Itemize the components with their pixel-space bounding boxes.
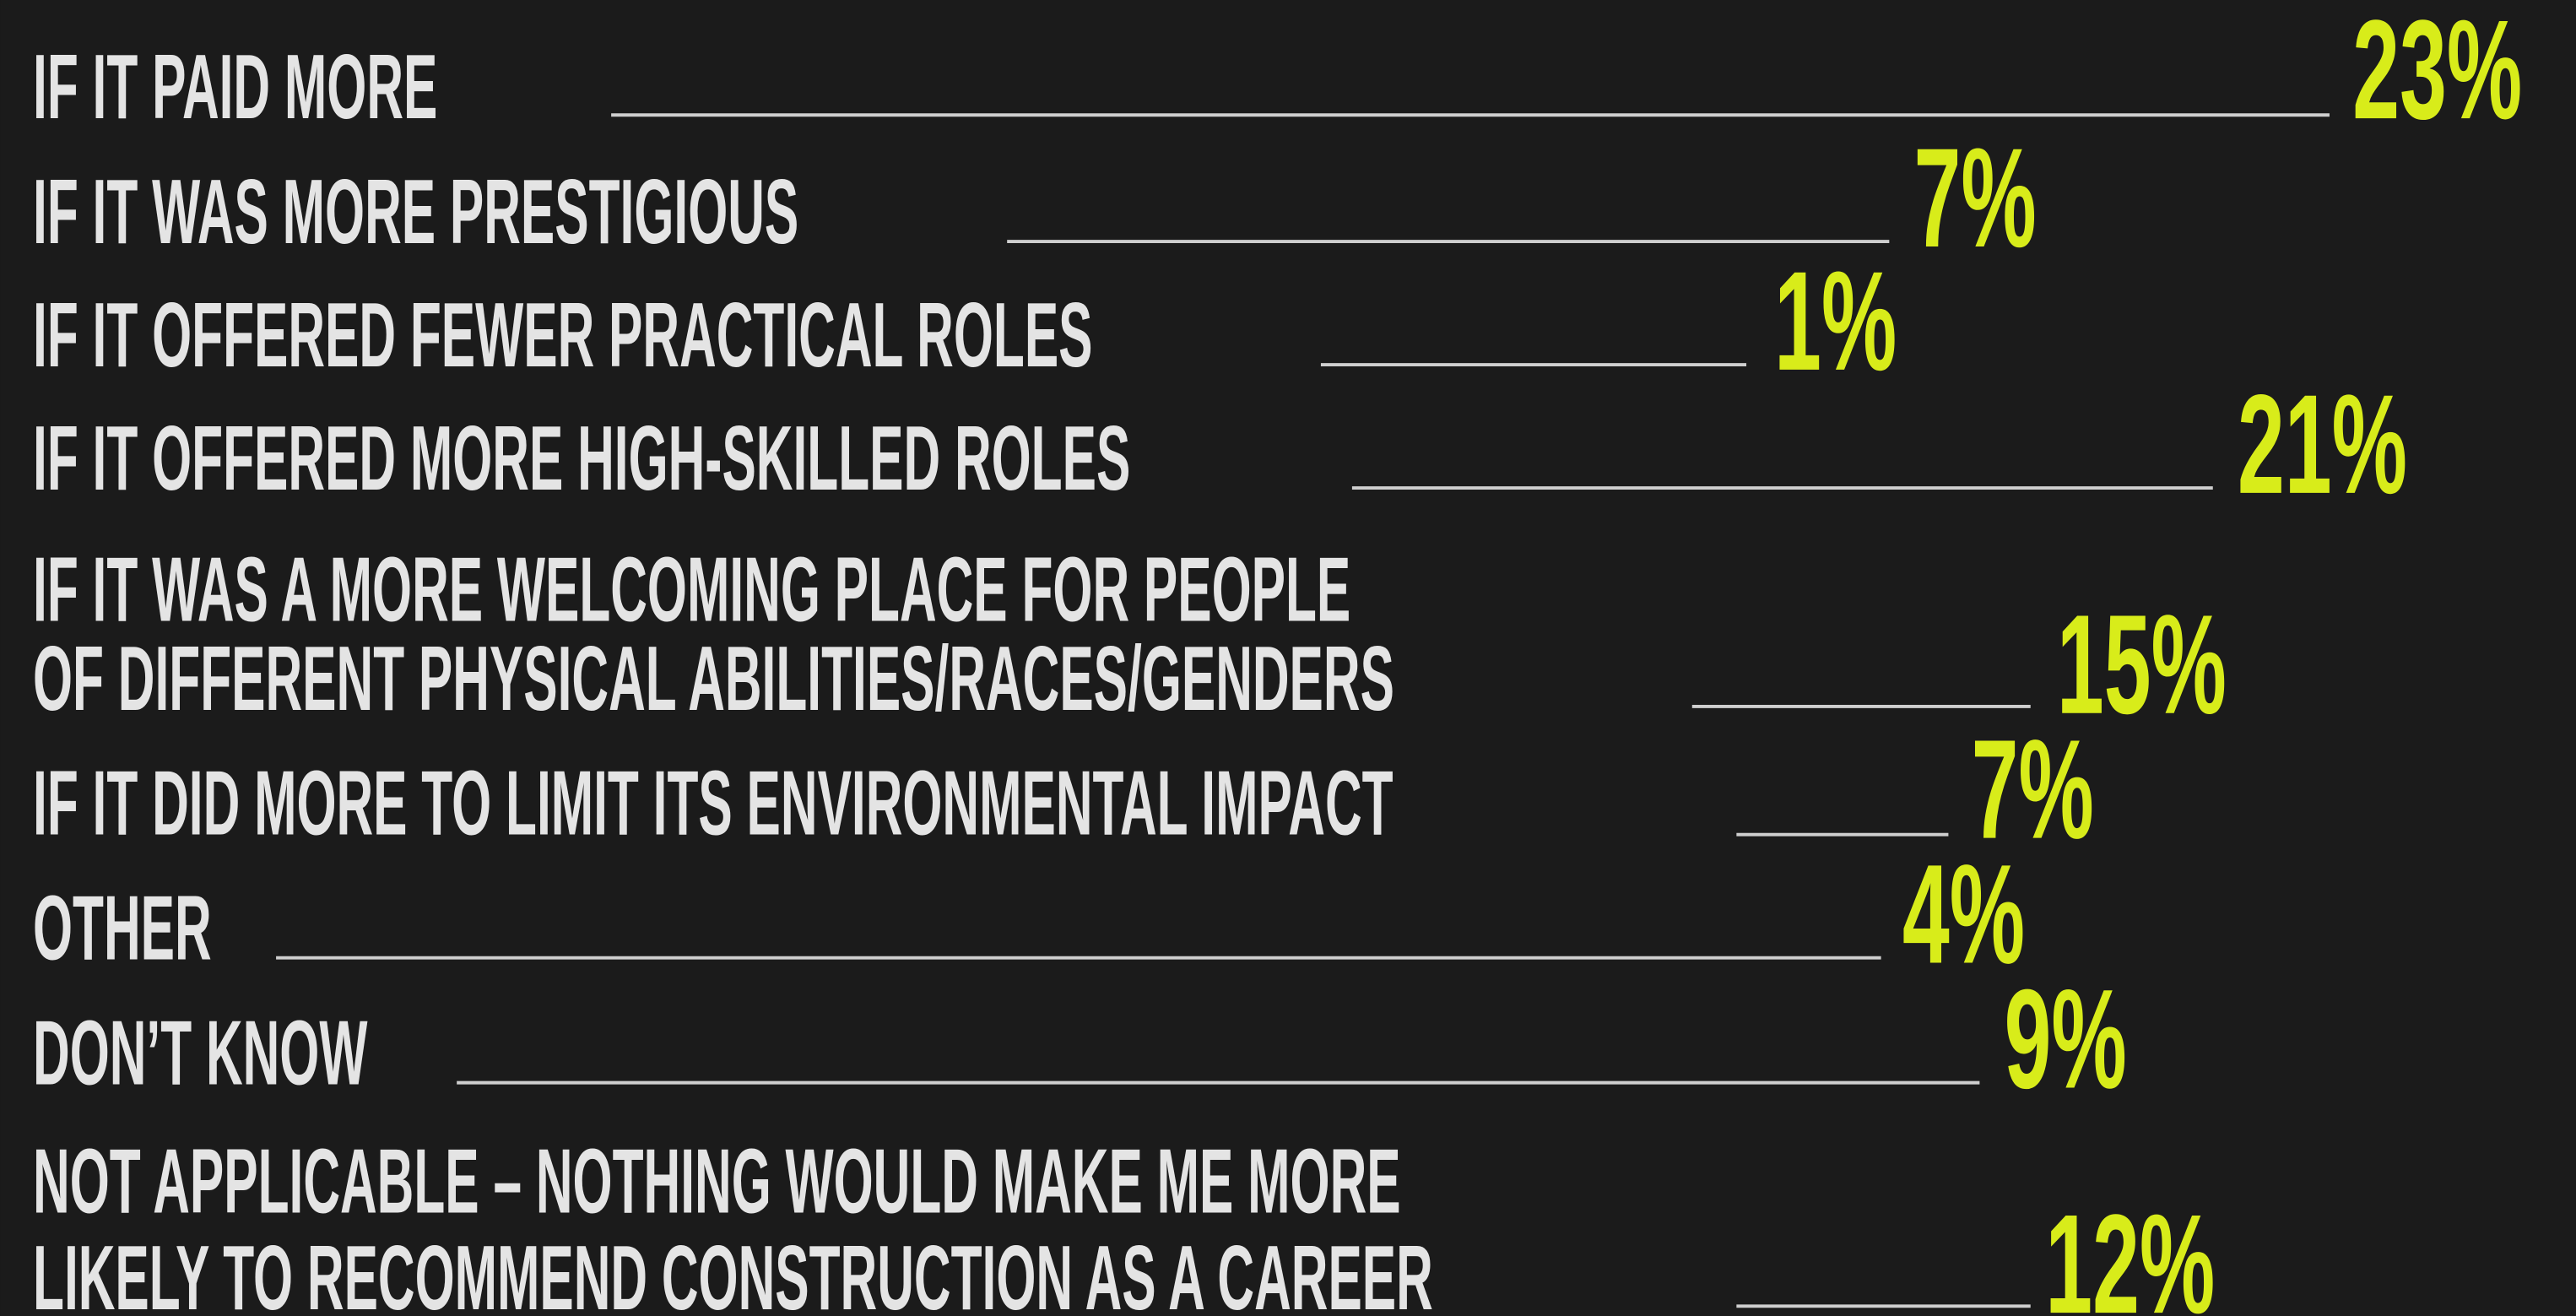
- row-label: OTHER: [33, 876, 212, 979]
- row-label: IF IT OFFERED MORE HIGH-SKILLED ROLES: [33, 406, 1130, 509]
- row-label: IF IT OFFERED FEWER PRACTICAL ROLES: [33, 283, 1092, 386]
- row-value: 1%: [1774, 243, 1897, 401]
- row-label: NOT APPLICABLE – NOTHING WOULD MAKE ME M…: [33, 1129, 1401, 1232]
- row-label: OF DIFFERENT PHYSICAL ABILITIES/RACES/GE…: [33, 626, 1394, 729]
- row-value: 7%: [1914, 120, 2037, 278]
- row-value: 21%: [2238, 366, 2407, 524]
- row-label: IF IT PAID MORE: [33, 35, 437, 138]
- row-value: 15%: [2057, 586, 2227, 744]
- row-value: 12%: [2045, 1186, 2215, 1316]
- row-label: IF IT WAS MORE PRESTIGIOUS: [33, 160, 798, 263]
- row-label: IF IT WAS A MORE WELCOMING PLACE FOR PEO…: [33, 538, 1350, 641]
- row-value: 23%: [2352, 0, 2522, 149]
- row-label: LIKELY TO RECOMMEND CONSTRUCTION AS A CA…: [33, 1226, 1433, 1316]
- row-label: DON’T KNOW: [33, 1001, 368, 1104]
- row-label: IF IT DID MORE TO LIMIT ITS ENVIRONMENTA…: [33, 751, 1394, 854]
- row-value: 9%: [2005, 961, 2127, 1118]
- row-value: 4%: [1902, 836, 2025, 994]
- row-value: 7%: [1972, 711, 2094, 869]
